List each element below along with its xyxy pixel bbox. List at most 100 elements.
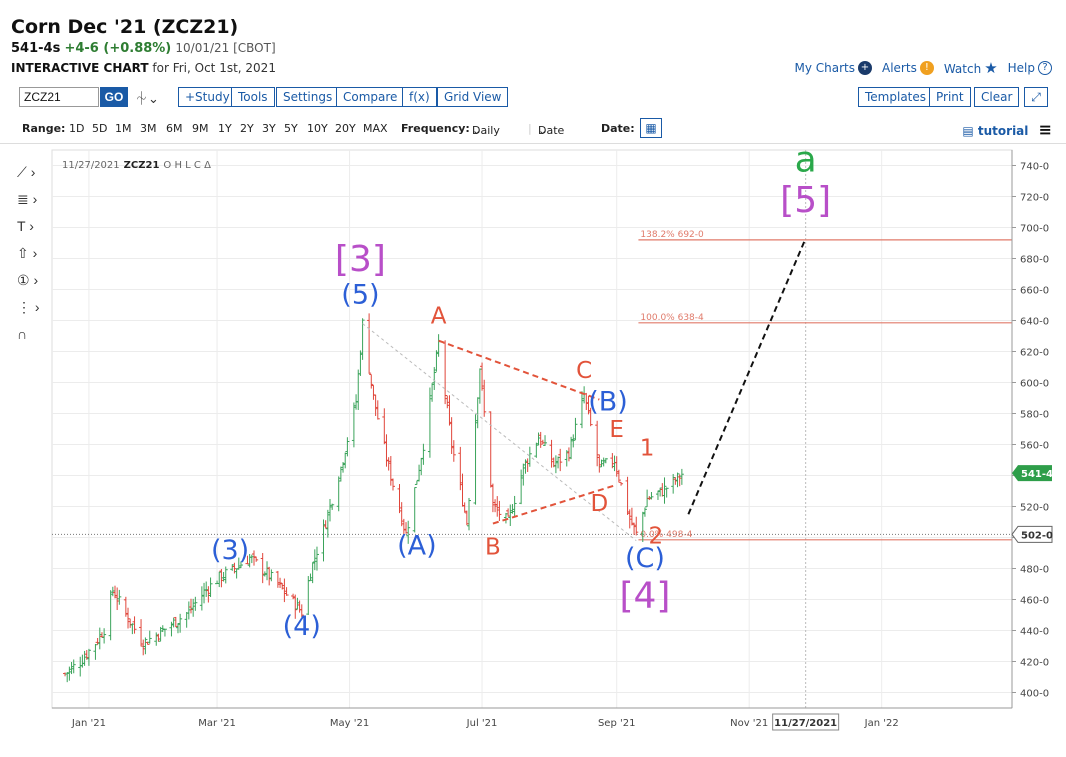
range-3y[interactable]: 3Y bbox=[262, 122, 276, 135]
tutorial-link[interactable]: ▤ tutorial ≡ bbox=[962, 120, 1052, 139]
toolbar: ZCZ21 GO ⏆⌄ +Study Tools Settings Compar… bbox=[19, 87, 1049, 109]
crosshair-date-box bbox=[772, 713, 840, 731]
plot-area bbox=[51, 149, 1013, 709]
wave-labels: (3) (4) [3](5) (A) A B C(B)E D 1 2(C)[4] a[5] bbox=[211, 140, 831, 642]
range-1m[interactable]: 1M bbox=[115, 122, 132, 135]
x-tick-label: Sep '21 bbox=[598, 718, 636, 729]
last-price-tag-label: 541-4 bbox=[1021, 469, 1053, 480]
chart-type-icon[interactable]: ⏆⌄ bbox=[135, 91, 159, 106]
tutorial-label: tutorial bbox=[977, 124, 1029, 138]
grid-view-button[interactable]: Grid View bbox=[437, 87, 509, 107]
y-tick-label: 680-0 bbox=[1020, 255, 1049, 266]
templates-button[interactable]: Templates bbox=[858, 87, 934, 107]
level-tag-label: 502-0 bbox=[1021, 530, 1053, 541]
line-tool-icon[interactable]: ⟋ › bbox=[17, 164, 36, 180]
last-price-tag bbox=[1012, 465, 1052, 482]
price-change: +4-6 (+0.88%) bbox=[64, 41, 172, 56]
pattern-tool-icon[interactable]: ⋮ › bbox=[17, 299, 40, 315]
text-tool-icon[interactable]: T › bbox=[17, 218, 34, 234]
study-button[interactable]: +Study bbox=[178, 87, 237, 107]
compare-button[interactable]: Compare bbox=[336, 87, 405, 107]
trend-line bbox=[362, 323, 637, 541]
range-5y[interactable]: 5Y bbox=[284, 122, 298, 135]
page-title: Corn Dec '21 (ZCZ21) bbox=[11, 16, 239, 38]
wave-label: (B) bbox=[588, 386, 628, 417]
expand-icon[interactable]: ⤢ bbox=[1024, 87, 1048, 107]
fib-levels: 138.2% 692-0 100.0% 638-4 0.0% 498-4 bbox=[52, 230, 1012, 541]
range-max[interactable]: MAX bbox=[363, 122, 388, 135]
go-button[interactable]: GO bbox=[100, 87, 128, 107]
last-price: 541-4s bbox=[11, 41, 61, 56]
range-20y[interactable]: 20Y bbox=[335, 122, 356, 135]
y-tick-label: 480-0 bbox=[1020, 565, 1049, 576]
y-tick-label: 580-0 bbox=[1020, 410, 1049, 421]
clear-button[interactable]: Clear bbox=[974, 87, 1020, 107]
fib-tool-icon[interactable]: ≣ › bbox=[17, 191, 38, 207]
chart-subtitle-date: for Fri, Oct 1st, 2021 bbox=[152, 61, 276, 75]
range-3m[interactable]: 3M bbox=[140, 122, 157, 135]
wave-label: [3] bbox=[335, 239, 386, 280]
magnet-icon[interactable]: ∩ bbox=[17, 326, 28, 342]
my-charts-link[interactable]: My Charts + bbox=[794, 60, 872, 76]
menu-icon[interactable]: ≡ bbox=[1038, 120, 1052, 139]
y-tick-label: 440-0 bbox=[1020, 627, 1049, 638]
wave-label: B bbox=[485, 535, 501, 561]
y-tick-label: 660-0 bbox=[1020, 286, 1049, 297]
range-9m[interactable]: 9M bbox=[192, 122, 209, 135]
range-1y[interactable]: 1Y bbox=[218, 122, 232, 135]
wave-label: a bbox=[795, 140, 817, 181]
star-icon: ★ bbox=[984, 59, 998, 77]
my-charts-label: My Charts bbox=[794, 60, 856, 75]
x-tick-label: Jan '22 bbox=[864, 718, 899, 729]
chevron-down-icon: ⌄ bbox=[538, 124, 548, 137]
wave-label: (4) bbox=[283, 611, 321, 642]
fx-button[interactable]: f(x) bbox=[402, 87, 437, 107]
alerts-link[interactable]: Alerts! bbox=[882, 61, 934, 76]
chart-grid bbox=[51, 149, 1013, 709]
count-tool-icon[interactable]: ① › bbox=[17, 272, 39, 288]
range-1d[interactable]: 1D bbox=[69, 122, 85, 135]
calendar-icon[interactable]: ▦ bbox=[640, 118, 662, 138]
fib-label: 100.0% 638-4 bbox=[640, 313, 704, 323]
top-links: My Charts + Alerts! Watch ★ Help? bbox=[794, 59, 1052, 77]
range-5d[interactable]: 5D bbox=[92, 122, 108, 135]
wave-label: (3) bbox=[211, 535, 249, 566]
legend-symbol: ZCZ21 bbox=[124, 160, 160, 171]
watch-link[interactable]: Watch ★ bbox=[944, 59, 998, 77]
range-10y[interactable]: 10Y bbox=[307, 122, 328, 135]
x-tick-label: Jul '21 bbox=[466, 718, 498, 729]
chart-subtitle-bold: INTERACTIVE CHART bbox=[11, 61, 149, 75]
frequency-label: Frequency: bbox=[401, 122, 470, 135]
y-tick-label: 700-0 bbox=[1020, 224, 1049, 235]
film-icon: ▤ bbox=[962, 124, 974, 138]
divider bbox=[0, 143, 1066, 144]
help-label: Help bbox=[1007, 60, 1035, 75]
arrow-tool-icon[interactable]: ⇧ › bbox=[17, 245, 38, 261]
crosshair-date-label: 11/27/2021 bbox=[774, 718, 837, 729]
annotation-lines bbox=[362, 237, 807, 541]
print-button[interactable]: Print bbox=[929, 87, 971, 107]
alert-icon: ! bbox=[919, 61, 934, 76]
y-tick-label: 600-0 bbox=[1020, 379, 1049, 390]
range-6m[interactable]: 6M bbox=[166, 122, 183, 135]
x-tick-label: Jan '21 bbox=[71, 718, 106, 729]
wave-label: D bbox=[590, 491, 608, 517]
level-tag bbox=[1011, 525, 1053, 543]
symbol-input[interactable]: ZCZ21 bbox=[19, 87, 99, 107]
y-tick-label: 560-0 bbox=[1020, 441, 1049, 452]
triangle-lower-line bbox=[492, 483, 618, 525]
range-label: Range: bbox=[22, 122, 66, 135]
watch-label: Watch bbox=[943, 62, 982, 76]
wave-label: E bbox=[609, 417, 624, 443]
settings-button[interactable]: Settings bbox=[276, 87, 340, 107]
wave-label: [5] bbox=[780, 180, 831, 221]
chart-subtitle: INTERACTIVE CHART for Fri, Oct 1st, 2021 bbox=[11, 61, 276, 75]
range-2y[interactable]: 2Y bbox=[240, 122, 254, 135]
tools-button[interactable]: Tools bbox=[231, 87, 275, 107]
date-label: Date: bbox=[601, 122, 635, 135]
wave-label: A bbox=[431, 304, 447, 330]
y-tick-label: 740-0 bbox=[1020, 162, 1049, 173]
help-link[interactable]: Help? bbox=[1008, 61, 1052, 76]
wave-label: 1 bbox=[640, 435, 655, 461]
